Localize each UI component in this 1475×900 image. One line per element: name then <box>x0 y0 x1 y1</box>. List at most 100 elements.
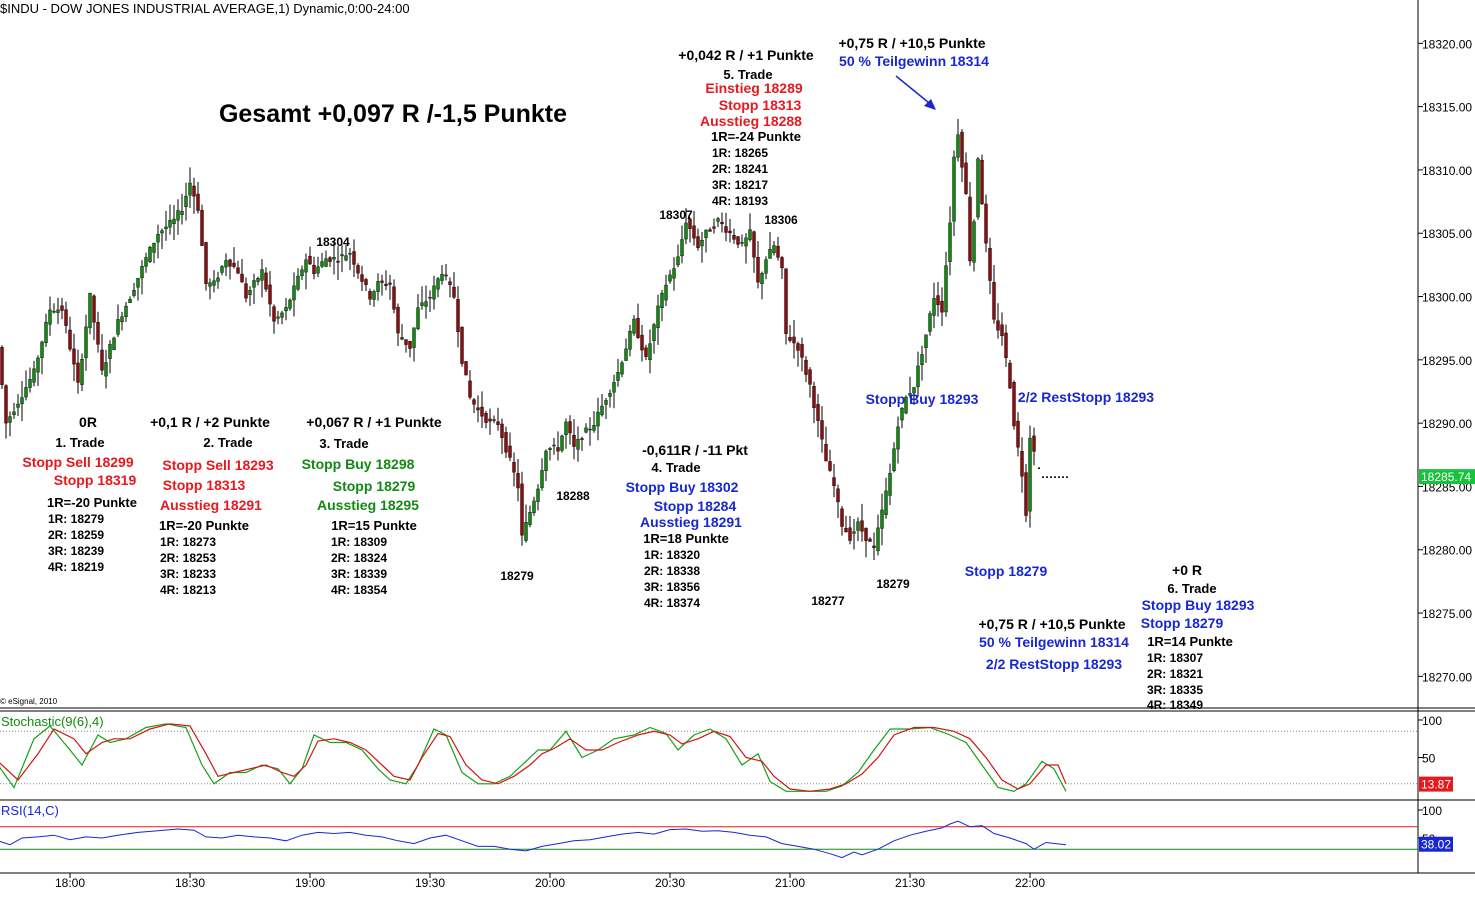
candle-body <box>272 306 276 322</box>
trade-annotation: Stopp Sell 18299 <box>22 454 133 470</box>
candle-body <box>564 421 568 435</box>
candle-body <box>704 229 708 238</box>
candle-body <box>308 255 312 265</box>
candle-body <box>256 278 260 282</box>
annotations: 0R 1. Trade Stopp Sell 18299 Stopp 18319 1R=… <box>22 35 1254 712</box>
candle-body <box>352 251 356 265</box>
candle-body <box>968 196 972 262</box>
candle-body <box>804 359 808 375</box>
trade-annotation: 18288 <box>556 489 590 503</box>
candle-body <box>868 538 872 542</box>
candle-body <box>316 266 320 274</box>
candle-body <box>420 302 424 306</box>
trade-annotation: 1R: 18320 <box>644 548 700 562</box>
trade-annotation: 1R: 18309 <box>331 535 387 549</box>
y-tick-label: 18280.00 <box>1422 544 1472 558</box>
trade-annotation: Ausstieg 18295 <box>317 497 419 513</box>
trade-annotation: 2/2 RestStopp 18293 <box>1018 389 1154 405</box>
candle-body <box>280 312 284 318</box>
candle-body <box>544 450 548 471</box>
candle-body <box>880 509 884 529</box>
candle-body <box>716 218 720 222</box>
candle-body <box>400 337 404 340</box>
candle-body <box>824 443 828 462</box>
x-tick-label: 20:00 <box>535 876 565 890</box>
candle-body <box>140 266 144 279</box>
candle-body <box>996 320 1000 331</box>
candle-body <box>208 282 212 287</box>
candle-body <box>36 357 40 373</box>
candle-body <box>428 296 432 299</box>
candle-body <box>372 291 376 300</box>
x-tick-label: 20:30 <box>655 876 685 890</box>
candle-body <box>416 307 420 329</box>
candle-body <box>940 300 944 313</box>
candle-body <box>284 307 288 312</box>
candle-body <box>760 273 764 284</box>
candle-body <box>460 326 464 364</box>
candle-body <box>792 336 796 344</box>
y-tick-label: 18275.00 <box>1422 607 1472 621</box>
candle-body <box>836 488 840 503</box>
trade-annotation: 1R=14 Punkte <box>1147 634 1233 649</box>
candle-body <box>188 182 192 196</box>
candle-body <box>820 420 824 440</box>
candle-body <box>988 247 992 281</box>
candle-body <box>360 274 364 282</box>
candle-body <box>332 257 336 260</box>
peak-arrow <box>895 75 935 108</box>
candle-body <box>560 435 564 451</box>
candle-body <box>936 295 940 306</box>
trade-annotation: Ausstieg 18288 <box>700 113 802 129</box>
candle-body <box>228 259 232 267</box>
candle-body <box>908 393 912 396</box>
candle-body <box>784 268 788 334</box>
candle-body <box>800 344 804 358</box>
candle-body <box>860 520 864 532</box>
candles <box>0 118 1036 561</box>
candle-body <box>1032 435 1036 452</box>
candle-body <box>688 218 692 229</box>
candle-body <box>128 299 132 303</box>
candle-body <box>484 412 488 423</box>
candle-body <box>844 527 848 533</box>
candle-body <box>376 281 380 292</box>
candle-body <box>552 444 556 447</box>
candle-body <box>320 261 324 267</box>
candle-body <box>636 318 640 338</box>
candle-body <box>164 226 168 230</box>
trade-annotation: 2R: 18324 <box>331 551 387 565</box>
candle-body <box>192 185 196 197</box>
trade-annotation: 1. Trade <box>55 435 104 450</box>
candle-body <box>408 341 412 349</box>
y-tick-label: 18315.00 <box>1422 101 1472 115</box>
candle-body <box>924 334 928 348</box>
trade-annotation: 0R <box>79 414 97 430</box>
trade-annotation: 1R=-24 Punkte <box>711 129 801 144</box>
candle-body <box>404 339 408 345</box>
trade-annotation: +0 R <box>1172 562 1202 578</box>
candle-body <box>8 416 12 423</box>
candle-body <box>900 407 904 421</box>
candle-body <box>76 362 80 383</box>
trade-annotation: Stopp 18313 <box>163 477 246 493</box>
candle-body <box>556 447 560 452</box>
candle-body <box>1004 332 1008 359</box>
trade-annotation: 18307 <box>659 208 693 222</box>
trade-annotation: +0,042 R / +1 Punkte <box>678 47 814 63</box>
candle-body <box>492 419 496 421</box>
candle-body <box>172 218 176 224</box>
candle-body <box>712 226 716 229</box>
candle-body <box>644 347 648 357</box>
candle-body <box>732 235 736 240</box>
stoch-series-line <box>0 723 1067 792</box>
candle-body <box>724 226 728 233</box>
candle-body <box>736 236 740 245</box>
candle-body <box>176 210 180 221</box>
candle-body <box>396 306 400 334</box>
trade-annotation: 4. Trade <box>651 460 700 475</box>
trade-annotation: Stopp Buy 18293 <box>1142 597 1255 613</box>
trade-annotation: 3R: 18239 <box>48 544 104 558</box>
y-tick-label: 18320.00 <box>1422 37 1472 51</box>
